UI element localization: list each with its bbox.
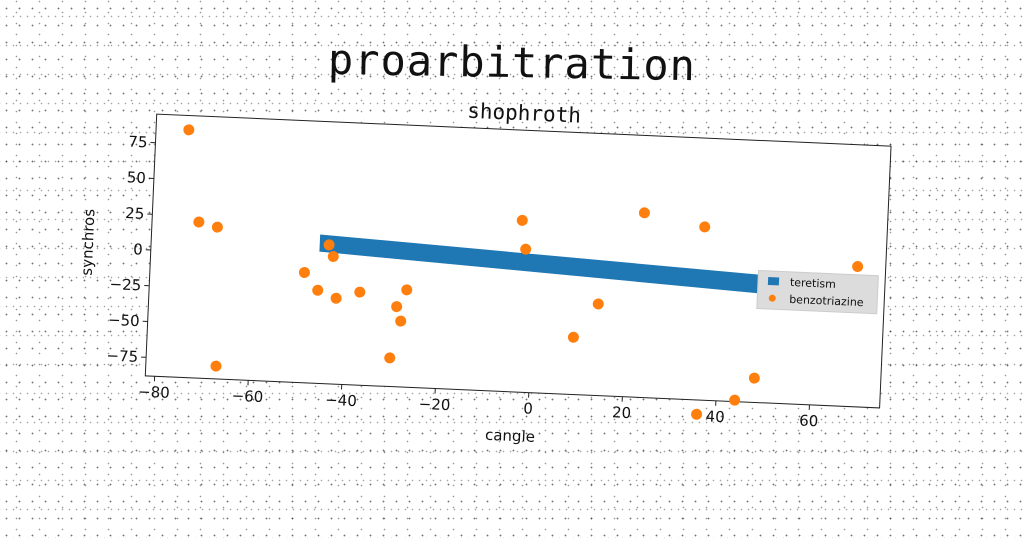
- x-axis-label: cangle: [485, 426, 536, 446]
- x-tick-label: 40: [705, 407, 725, 426]
- scatter-point: [691, 409, 702, 420]
- y-axis-label: synchros: [78, 208, 99, 276]
- y-tick-label: 0: [133, 240, 143, 258]
- legend-swatch-teretism: [768, 277, 779, 285]
- legend-label-teretism: teretism: [790, 276, 836, 291]
- y-tick-label: 50: [126, 168, 146, 187]
- y-tick-label: 25: [125, 204, 145, 223]
- x-tick-label: −20: [418, 395, 450, 414]
- y-tick-label: −75: [106, 347, 138, 366]
- x-tick-label: 20: [612, 403, 632, 422]
- y-tick-label: 75: [128, 133, 148, 152]
- x-tick-label: −80: [138, 383, 170, 402]
- y-tick-label: −25: [109, 275, 141, 294]
- x-tick-label: 60: [799, 411, 819, 430]
- legend: teretism benzotriazine: [757, 271, 879, 314]
- y-tick-label: −50: [108, 311, 140, 330]
- x-tick-label: 0: [523, 399, 533, 417]
- x-tick-label: −60: [231, 387, 263, 406]
- x-tick-label: −40: [325, 391, 357, 410]
- chart-title: shophroth: [467, 99, 582, 128]
